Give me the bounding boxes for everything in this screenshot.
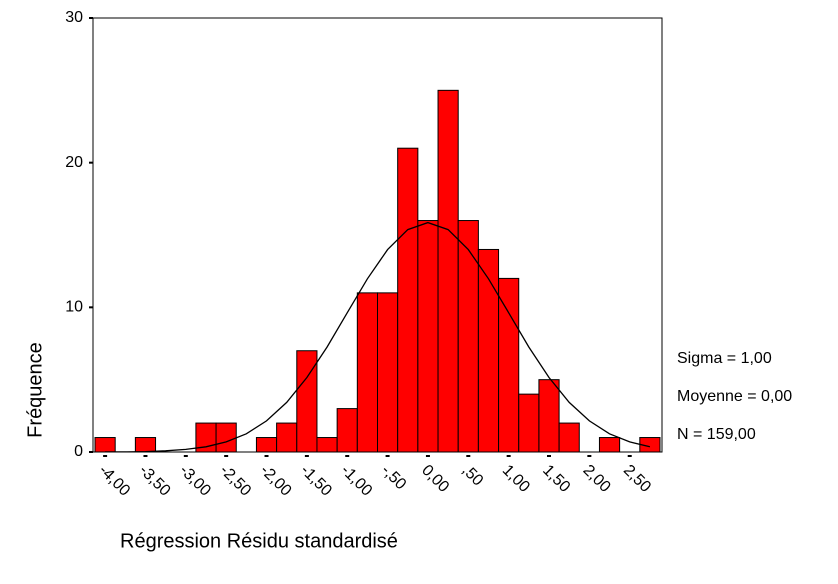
y-axis-label: Fréquence bbox=[24, 342, 46, 438]
y-tick-label: 0 bbox=[74, 443, 83, 460]
bar bbox=[417, 220, 439, 453]
x-tick-label: -2,00 bbox=[257, 462, 295, 500]
bar bbox=[457, 220, 479, 453]
stat-annotation: N = 159,00 bbox=[677, 426, 756, 443]
x-tick-label: 2,00 bbox=[580, 462, 614, 496]
bar bbox=[255, 437, 278, 453]
bar bbox=[498, 277, 520, 453]
bar bbox=[538, 379, 560, 453]
bar bbox=[356, 292, 378, 453]
x-tick-label: ,50 bbox=[458, 462, 486, 490]
y-tick-label: 20 bbox=[65, 154, 83, 171]
stat-annotation: Sigma = 1,00 bbox=[677, 350, 772, 367]
bar bbox=[518, 393, 540, 453]
bar bbox=[598, 437, 621, 453]
x-tick-label: -1,00 bbox=[337, 462, 375, 500]
bar bbox=[437, 89, 459, 453]
x-tick-label: -4,00 bbox=[95, 462, 133, 500]
bar bbox=[397, 147, 419, 453]
bar bbox=[336, 408, 358, 453]
x-tick-label: -,50 bbox=[378, 462, 410, 494]
x-tick-label: -2,50 bbox=[216, 462, 254, 500]
x-tick-label: 0,00 bbox=[418, 462, 452, 496]
x-tick-label: 1,50 bbox=[539, 462, 573, 496]
y-tick-label: 10 bbox=[65, 299, 83, 316]
bar bbox=[215, 422, 237, 453]
bar bbox=[134, 437, 157, 453]
x-tick-label: 1,00 bbox=[499, 462, 533, 496]
bar bbox=[316, 437, 338, 453]
bar bbox=[94, 437, 116, 453]
bar bbox=[296, 350, 318, 453]
x-axis-label: Régression Résidu standardisé bbox=[120, 530, 398, 552]
bar bbox=[377, 292, 399, 453]
y-tick-label: 30 bbox=[65, 9, 83, 26]
bar bbox=[276, 422, 298, 453]
stat-annotation: Moyenne = 0,00 bbox=[677, 388, 792, 405]
x-tick-label: -3,00 bbox=[176, 462, 214, 500]
bar bbox=[558, 422, 580, 453]
x-tick-label: -1,50 bbox=[297, 462, 335, 500]
x-tick-label: -3,50 bbox=[136, 462, 174, 500]
x-tick-label: 2,50 bbox=[620, 462, 654, 496]
normal-curve bbox=[105, 221, 651, 453]
